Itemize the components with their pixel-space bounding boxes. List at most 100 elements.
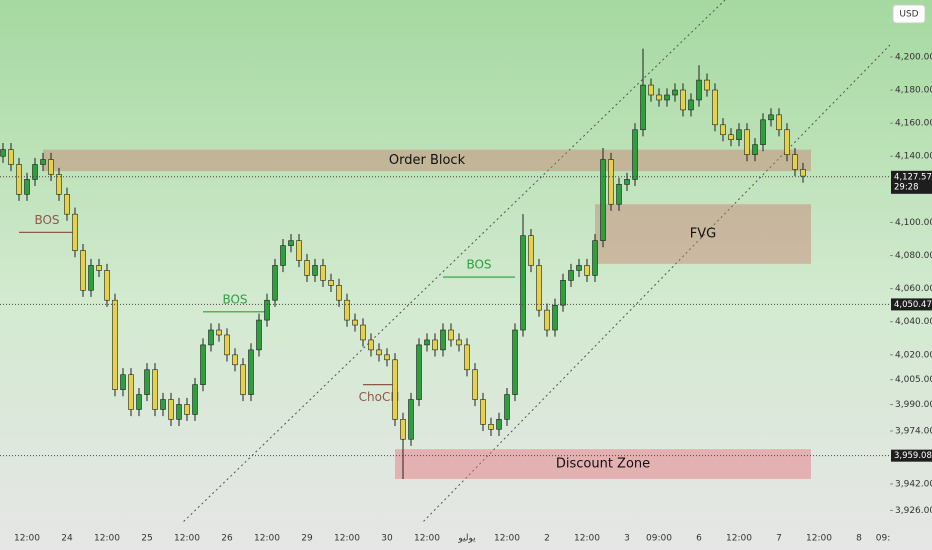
candle-body — [488, 424, 494, 430]
price-label: 4,127.570 — [894, 172, 932, 182]
y-tick-label: 4,005.000 — [895, 375, 932, 385]
countdown: 29:28 — [894, 182, 919, 192]
x-tick-label: 12:00 — [254, 534, 280, 544]
candle-body — [264, 299, 270, 321]
candle-body — [416, 344, 422, 400]
candle-body — [536, 265, 542, 311]
x-tick-label: 12:00 — [806, 534, 832, 544]
candle-body — [608, 159, 614, 205]
candle-body — [512, 329, 518, 395]
plot-area: Order Block FVG Discount Zone BOS BOS BOS ChoC… — [0, 48, 811, 479]
candle-body — [216, 329, 222, 336]
zone — [43, 149, 811, 172]
candle-body — [200, 344, 206, 385]
candle-body — [208, 329, 214, 346]
structure-label: BOS — [34, 213, 59, 227]
candle-body — [248, 349, 254, 395]
candle-body — [744, 129, 750, 155]
structure-label: BOS — [222, 292, 247, 306]
candle-body — [400, 419, 406, 440]
plot-layer: 4,200.000 4,180.000 4,160.000 4,140.000 4,10… — [0, 48, 932, 544]
candle-body — [760, 119, 766, 145]
x-tick-label: 12:00 — [174, 534, 200, 544]
candle-body — [680, 89, 686, 111]
trend-line — [422, 44, 890, 522]
y-tick-label: 4,140.000 — [895, 152, 932, 162]
x-tick-label: 12:00 — [334, 534, 360, 544]
zone-label: FVG — [690, 227, 716, 242]
zone-label: Order Block — [389, 153, 466, 168]
candle-body — [776, 114, 782, 131]
candle-body — [72, 213, 78, 251]
y-tick-label: 3,942.000 — [895, 479, 932, 489]
currency: USD — [899, 10, 918, 20]
candle-body — [272, 265, 278, 301]
price-label-box — [891, 170, 932, 194]
zone-label: Discount Zone — [556, 457, 650, 472]
candle-body — [600, 159, 606, 241]
price-label-box — [891, 298, 932, 311]
candle-body — [784, 129, 790, 155]
candle-body — [752, 144, 758, 155]
x-tick-label: 12:00 — [414, 534, 440, 544]
candle-body — [480, 399, 486, 425]
candle-body — [312, 265, 318, 276]
x-tick-label: 29 — [301, 534, 313, 544]
price-label-box — [891, 449, 932, 462]
candle-body — [160, 399, 166, 410]
candle-body — [168, 399, 174, 420]
candle-body — [256, 319, 262, 351]
y-tick-label: 4,200.000 — [895, 52, 932, 62]
zone — [595, 204, 811, 264]
candle-body — [336, 285, 342, 301]
x-tick-label: 24 — [61, 534, 73, 544]
candle-body — [504, 394, 510, 420]
trend-line — [182, 0, 726, 522]
candle-body — [432, 339, 438, 351]
candle-body — [224, 334, 230, 356]
candle-body — [448, 329, 454, 341]
candle-body — [176, 404, 182, 420]
x-tick-label: 12:00 — [14, 534, 40, 544]
structure-label: BOS — [466, 258, 491, 272]
candle-body — [720, 124, 726, 136]
candle-body — [560, 280, 566, 306]
y-tick-label: 4,160.000 — [895, 119, 932, 129]
candle-body — [800, 169, 806, 177]
candle-body — [368, 339, 374, 351]
candle-body — [144, 369, 150, 395]
x-tick-label: 12:00 — [726, 534, 752, 544]
candle-body — [552, 304, 558, 331]
candle-body — [528, 235, 534, 266]
y-tick-label: 4,020.000 — [895, 350, 932, 360]
candle-body — [640, 84, 646, 131]
candle-body — [8, 149, 14, 165]
candle-body — [792, 154, 798, 170]
structure-label: ChoCH — [359, 390, 400, 404]
candle-body — [736, 129, 742, 140]
candle-body — [704, 79, 710, 91]
x-tick-label: 09: — [876, 534, 890, 544]
y-tick-label: 4,060.000 — [895, 284, 932, 294]
x-tick-label: 8 — [856, 534, 862, 544]
candle-body — [120, 374, 126, 390]
candle-body — [696, 79, 702, 101]
candle-body — [712, 89, 718, 126]
candle-body — [16, 164, 22, 195]
candle-body — [296, 240, 302, 261]
candle-body — [80, 250, 86, 291]
candle-body — [768, 114, 774, 121]
candle-body — [328, 280, 334, 286]
x-tick-label: يوليو — [457, 534, 476, 544]
candle-body — [32, 164, 38, 180]
candle-body — [392, 359, 398, 420]
y-tick-label: 4,080.000 — [895, 251, 932, 261]
candle-body — [456, 339, 462, 346]
x-tick-label: 09:00 — [646, 534, 672, 544]
candle-body — [56, 174, 62, 195]
trend-lines — [182, 0, 890, 522]
candle-body — [320, 265, 326, 281]
y-tick-label: 3,926.000 — [895, 506, 932, 516]
candle-body — [64, 194, 70, 215]
